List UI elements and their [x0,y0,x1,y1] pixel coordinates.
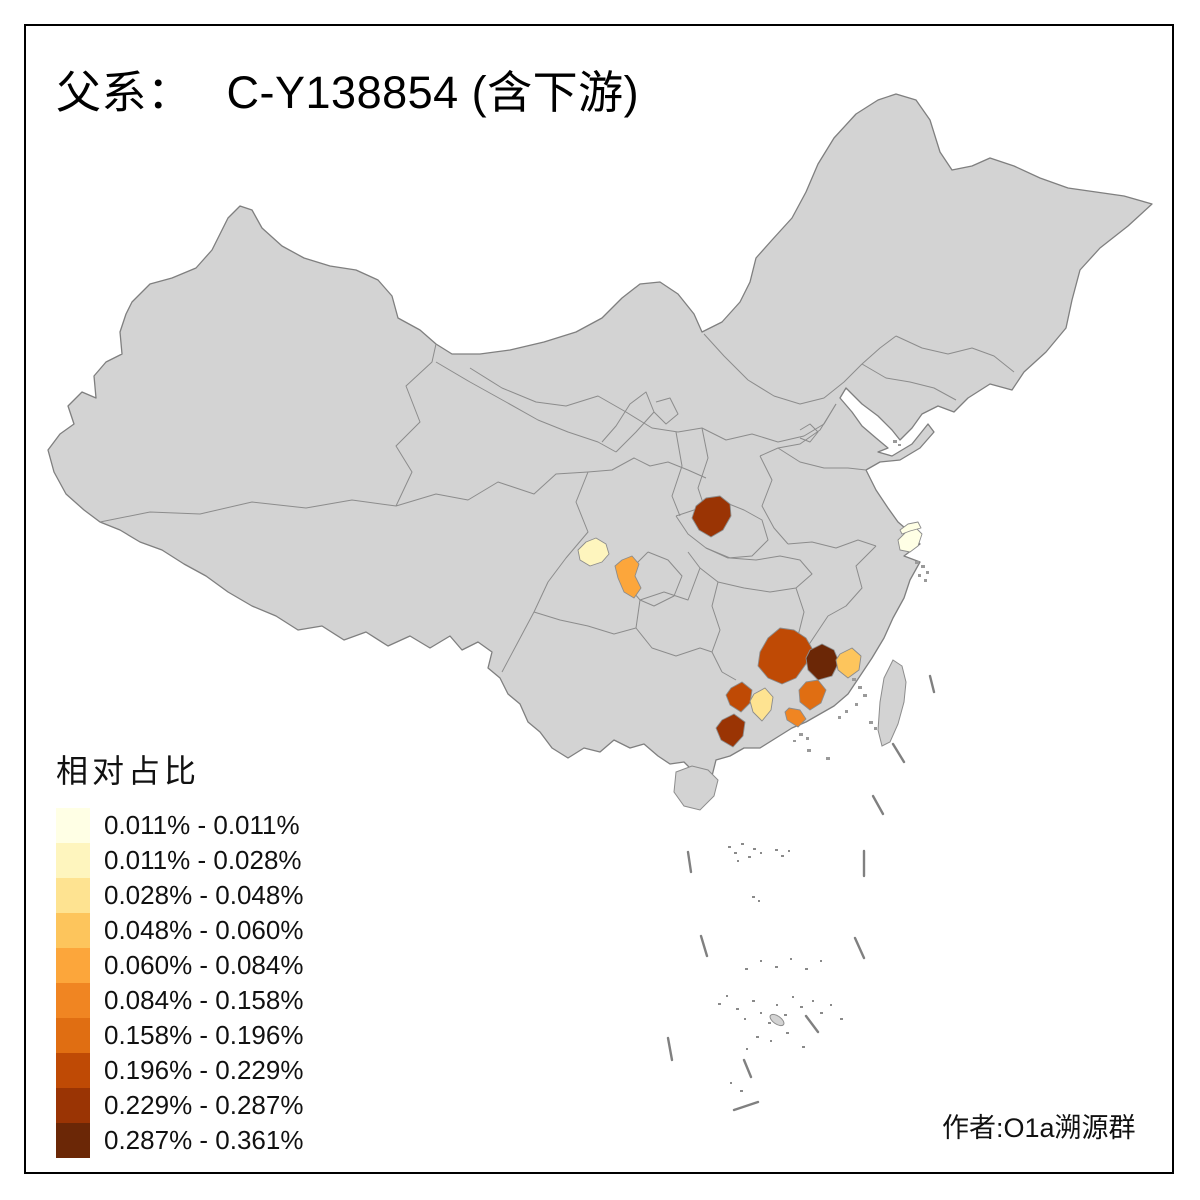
choropleth-region [899,521,922,535]
coastal-islets [793,440,929,760]
legend-row: 0.048% - 0.060% [56,913,303,948]
choropleth-region [614,555,642,599]
south-sea-islets [718,843,843,1092]
legend-row: 0.028% - 0.048% [56,878,303,913]
legend-label: 0.048% - 0.060% [104,915,304,945]
legend-label: 0.158% - 0.196% [104,1020,304,1050]
legend-swatch [56,1123,90,1158]
choropleth-region [691,495,732,538]
legend-row: 0.287% - 0.361% [56,1123,303,1158]
legend-swatch [56,1088,90,1123]
choropleth-region [805,643,840,681]
china-outline [47,93,1153,795]
province-borders [99,333,1015,681]
choropleth-region [784,707,807,728]
south-sea-island [769,1013,785,1027]
choropleth-region [798,679,827,711]
legend-swatch [56,983,90,1018]
legend-label: 0.028% - 0.048% [104,880,304,910]
hainan-island [673,765,719,811]
legend-label: 0.229% - 0.287% [104,1090,304,1120]
legend-row: 0.011% - 0.028% [56,843,303,878]
choropleth-region [725,681,753,713]
taiwan-island [877,659,907,747]
choropleth-region [835,647,862,679]
legend-row: 0.196% - 0.229% [56,1053,303,1088]
legend-row: 0.229% - 0.287% [56,1088,303,1123]
legend-label: 0.060% - 0.084% [104,950,304,980]
legend-label: 0.287% - 0.361% [104,1125,304,1155]
legend-label: 0.084% - 0.158% [104,985,304,1015]
legend-swatch [56,948,90,983]
legend-row: 0.060% - 0.084% [56,948,303,983]
legend-swatch [56,843,90,878]
legend-row: 0.011% - 0.011% [56,808,303,843]
highlighted-regions [577,495,923,748]
legend-swatch [56,1018,90,1053]
legend-label: 0.011% - 0.011% [104,810,300,840]
legend-label: 0.011% - 0.028% [104,845,302,875]
legend-title: 相对占比 [56,753,201,789]
attribution: 作者:O1a溯源群 [942,1113,1136,1143]
choropleth-region [577,537,610,567]
title-prefix: 父系： [56,68,193,118]
legend-row: 0.084% - 0.158% [56,983,303,1018]
legend-swatch [56,878,90,913]
legend-swatch [56,913,90,948]
nine-dash-line [666,674,936,1112]
choropleth-region [749,687,774,722]
choropleth-region [715,713,746,748]
legend-swatch [56,808,90,843]
islands [673,659,907,1027]
legend-row: 0.158% - 0.196% [56,1018,303,1053]
legend-label: 0.196% - 0.229% [104,1055,304,1085]
page-title: 父系： C-Y138854 (含下游) [56,56,639,121]
legend-swatch [56,1053,90,1088]
title-main: C-Y138854 (含下游) [226,67,640,118]
legend: 相对占比 0.011% - 0.011% 0.011% - 0.028% 0.0… [56,746,303,1158]
